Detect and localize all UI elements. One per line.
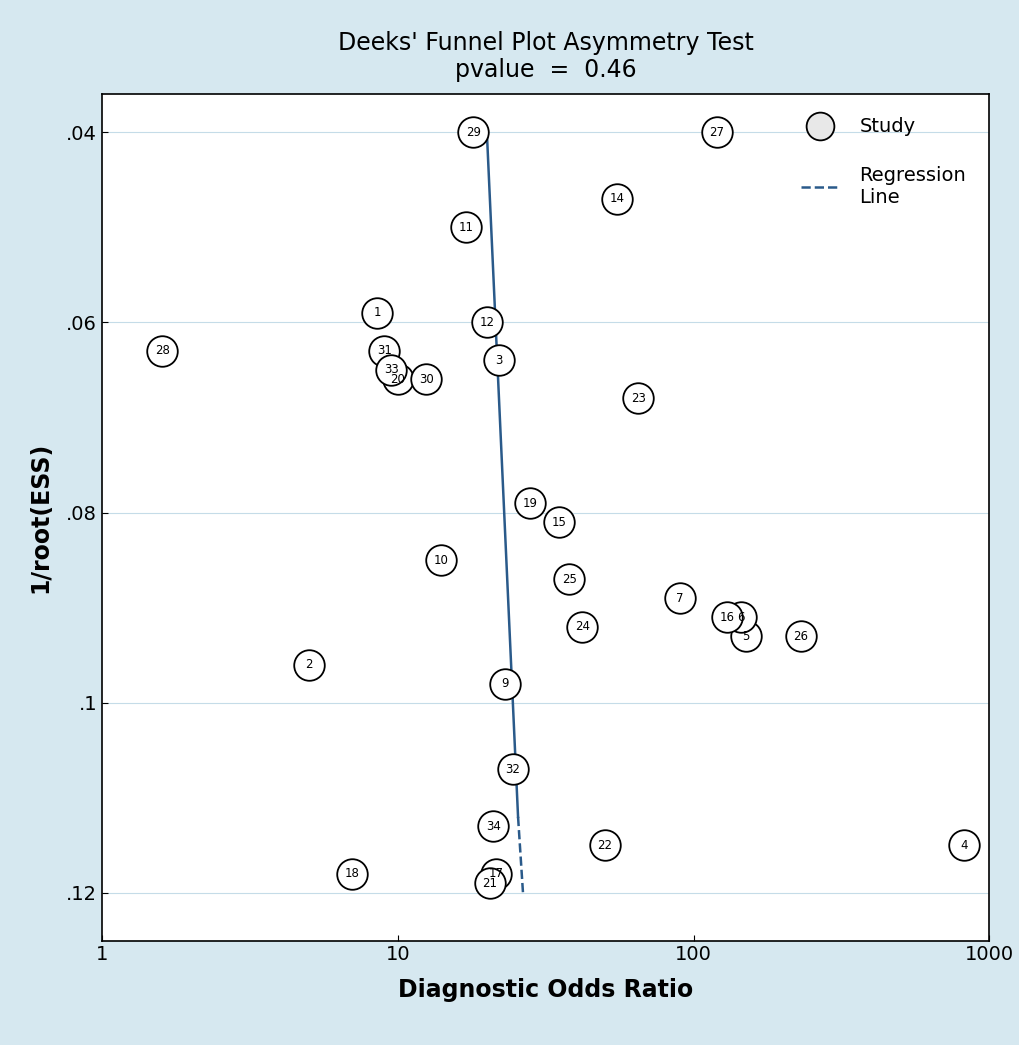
Text: 11: 11 [458, 220, 473, 234]
Text: 33: 33 [383, 364, 398, 376]
Text: 16: 16 [719, 610, 734, 624]
Legend: Study, Regression
Line: Study, Regression Line [793, 110, 973, 214]
Text: 9: 9 [500, 677, 508, 690]
Text: 27: 27 [709, 125, 723, 139]
Text: 7: 7 [676, 591, 683, 605]
Text: 4: 4 [959, 839, 967, 852]
Text: 1: 1 [373, 306, 380, 320]
Text: 32: 32 [505, 763, 520, 775]
Y-axis label: 1/root(ESS): 1/root(ESS) [29, 442, 52, 593]
Text: 19: 19 [522, 496, 537, 510]
Text: 22: 22 [596, 839, 611, 852]
Text: 12: 12 [479, 316, 494, 329]
Text: 10: 10 [433, 554, 448, 566]
Text: 24: 24 [574, 620, 589, 633]
Text: 2: 2 [305, 658, 312, 671]
Text: 31: 31 [376, 345, 391, 357]
Text: 29: 29 [466, 125, 480, 139]
Text: 14: 14 [608, 192, 624, 205]
Text: 23: 23 [630, 392, 645, 404]
Text: 20: 20 [390, 373, 405, 386]
X-axis label: Diagnostic Odds Ratio: Diagnostic Odds Ratio [397, 978, 693, 1002]
Text: 26: 26 [793, 630, 807, 643]
Text: 15: 15 [550, 515, 566, 529]
Text: 28: 28 [155, 345, 169, 357]
Text: 6: 6 [737, 610, 744, 624]
Title: Deeks' Funnel Plot Asymmetry Test
pvalue  =  0.46: Deeks' Funnel Plot Asymmetry Test pvalue… [337, 30, 753, 83]
Text: 18: 18 [344, 867, 359, 881]
Text: 34: 34 [485, 820, 500, 833]
Text: 21: 21 [482, 877, 497, 890]
Text: 5: 5 [741, 630, 749, 643]
Text: 25: 25 [561, 573, 576, 585]
Text: 3: 3 [495, 354, 502, 367]
Text: 17: 17 [488, 867, 503, 881]
Text: 30: 30 [419, 373, 433, 386]
